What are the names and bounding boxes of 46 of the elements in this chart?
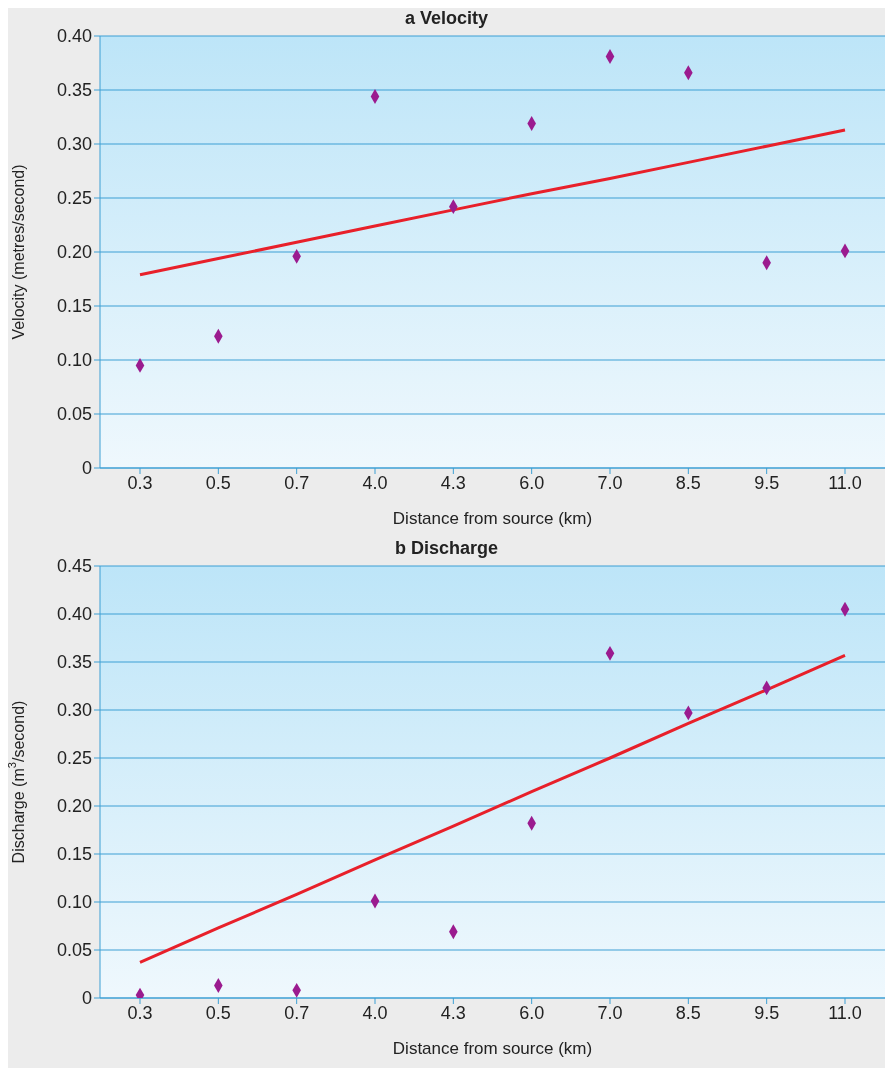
x-tick-label: 0.3 [127,472,153,493]
x-tick-label: 0.5 [205,472,231,493]
x-tick-label: 4.3 [440,472,466,493]
chart-title: b Discharge [394,538,499,558]
x-tick-label: 4.0 [362,472,388,493]
x-axis-title: Distance from source (km) [392,509,593,528]
x-tick-label: 7.0 [597,472,623,493]
y-tick-label: 0.30 [56,134,92,155]
y-tick-label: 0.20 [56,796,92,817]
x-tick-label: 11.0 [828,1002,862,1023]
x-tick-label: 7.0 [597,1002,623,1023]
x-tick-label: 8.5 [675,1002,701,1023]
x-tick-label: 6.0 [519,1002,545,1023]
y-tick-label: 0.05 [56,404,92,425]
y-tick-label: 0.05 [56,940,92,961]
x-axis-title: Distance from source (km) [392,1039,593,1058]
x-tick-label: 0.7 [284,472,310,493]
x-tick-label: 9.5 [754,472,780,493]
x-tick-label: 0.3 [127,1002,153,1023]
y-tick-label: 0.45 [56,556,92,577]
y-tick-label: 0.10 [56,892,92,913]
y-tick-label: 0 [81,458,92,479]
y-tick-label: 0.30 [56,700,92,721]
x-tick-label: 4.3 [440,1002,466,1023]
y-tick-label: 0.25 [56,748,92,769]
y-tick-label: 0.35 [56,652,92,673]
line-series [138,128,847,277]
y-tick-label: 0.20 [56,242,92,263]
x-tick-label: 0.5 [205,1002,231,1023]
x-tick-label: 8.5 [675,472,701,493]
chart-title: a Velocity [404,8,489,28]
line-series [138,653,847,964]
y-tick-label: 0.35 [56,80,92,101]
y-axis-title: Velocity (metres/second) [9,164,27,340]
x-tick-label: 9.5 [754,1002,780,1023]
y-tick-label: 0 [81,988,92,1009]
x-tick-label: 4.0 [362,1002,388,1023]
x-tick-label: 11.0 [828,472,862,493]
y-tick-label: 0.15 [56,296,92,317]
y-tick-label: 0.25 [56,188,92,209]
x-tick-label: 0.7 [284,1002,310,1023]
y-tick-label: 0.40 [56,26,92,47]
y-tick-label: 0.15 [56,844,92,865]
x-tick-label: 6.0 [519,472,545,493]
y-tick-label: 0.10 [56,350,92,371]
y-tick-label: 0.40 [56,604,92,625]
